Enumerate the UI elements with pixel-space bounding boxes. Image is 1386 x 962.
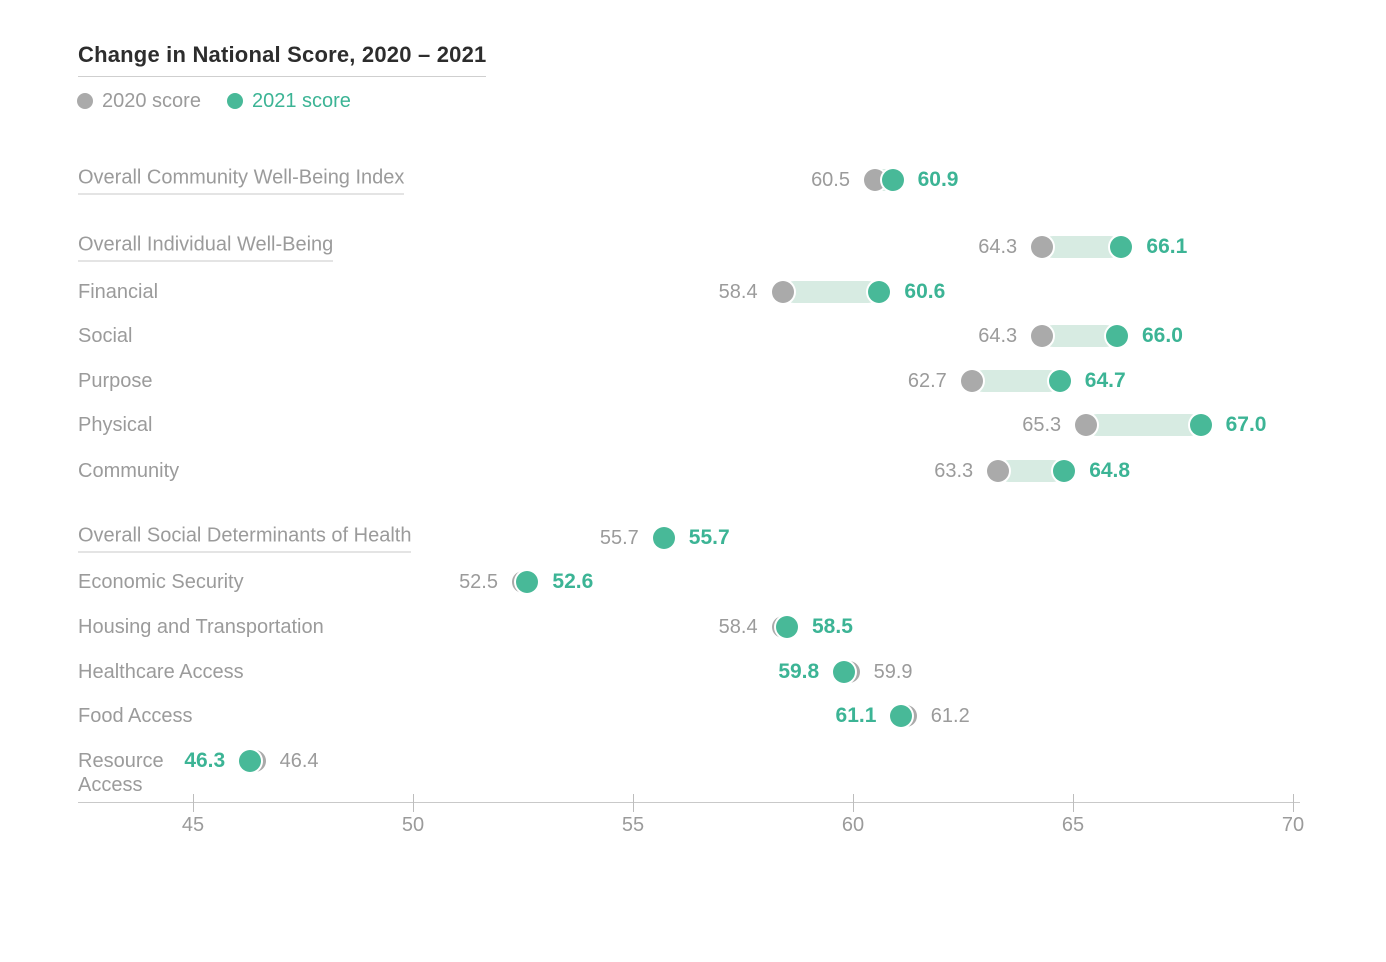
- score-2020-dot-community[interactable]: [987, 460, 1010, 482]
- score-2020-dot-financial[interactable]: [771, 281, 794, 303]
- score-2021-value-overall-community-well-being-index: 60.9: [917, 168, 959, 191]
- x-axis-tick-label-50: 50: [401, 814, 425, 836]
- row-label-overall-social-determinants-of-health[interactable]: Overall Social Determinants of Health: [78, 524, 412, 553]
- score-2021-value-resource-access: 46.3: [184, 749, 226, 772]
- score-2021-dot-physical[interactable]: [1189, 414, 1212, 436]
- score-2021-dot-economic-security[interactable]: [516, 571, 539, 593]
- change-band-purpose: [971, 370, 1060, 392]
- score-2021-dot-overall-individual-well-being[interactable]: [1110, 236, 1133, 258]
- legend: 2020 score 2021 score: [77, 91, 351, 111]
- score-2021-dot-healthcare-access[interactable]: [833, 661, 856, 683]
- score-2020-value-financial: 58.4: [718, 281, 758, 303]
- score-2021-value-food-access: 61.1: [835, 704, 877, 727]
- score-2021-dot-housing-and-transportation[interactable]: [776, 616, 798, 638]
- score-2020-dot-overall-individual-well-being[interactable]: [1031, 236, 1054, 258]
- x-axis-tick-45: [193, 794, 194, 812]
- row-label-purpose: Purpose: [78, 370, 153, 392]
- score-2020-value-healthcare-access: 59.9: [873, 661, 913, 683]
- score-2021-value-overall-individual-well-being: 66.1: [1146, 235, 1188, 258]
- row-label-housing-and-transportation: Housing and Transportation: [78, 616, 324, 638]
- x-axis-tick-label-70: 70: [1281, 814, 1305, 836]
- x-axis-tick-label-60: 60: [841, 814, 865, 836]
- change-band-social: [1042, 325, 1117, 347]
- score-2021-value-overall-social-determinants-of-health: 55.7: [688, 526, 730, 549]
- score-2021-value-physical: 67.0: [1225, 413, 1267, 436]
- score-2021-dot-food-access[interactable]: [890, 705, 913, 727]
- score-2021-dot-financial[interactable]: [868, 281, 891, 303]
- score-2021-dot-overall-community-well-being-index[interactable]: [881, 169, 904, 191]
- legend-item-2021-score[interactable]: 2021 score: [226, 90, 351, 112]
- x-axis-tick-65: [1073, 794, 1074, 812]
- score-2021-value-financial: 60.6: [904, 280, 946, 303]
- legend-2020-label: 2020 score: [102, 90, 201, 112]
- x-axis-tick-label-55: 55: [621, 814, 645, 836]
- score-2021-dot-overall-social-determinants-of-health[interactable]: [652, 527, 675, 549]
- row-label-community: Community: [78, 460, 180, 482]
- row-label-resource-access: Resource Access: [78, 750, 164, 796]
- change-band-community: [998, 460, 1065, 482]
- row-label-healthcare-access: Healthcare Access: [78, 661, 244, 683]
- row-label-overall-individual-well-being[interactable]: Overall Individual Well-Being: [78, 233, 334, 262]
- x-axis-tick-70: [1293, 794, 1294, 812]
- legend-2021-dot-icon: [226, 93, 243, 109]
- score-2021-value-community: 64.8: [1089, 459, 1131, 482]
- x-axis-tick-55: [633, 794, 634, 812]
- row-label-economic-security: Economic Security: [78, 571, 244, 593]
- score-2020-dot-social[interactable]: [1031, 325, 1054, 347]
- score-2021-value-purpose: 64.7: [1084, 369, 1126, 392]
- score-2020-value-resource-access: 46.4: [279, 750, 319, 772]
- row-label-food-access: Food Access: [78, 705, 193, 727]
- score-2021-value-economic-security: 52.6: [552, 570, 594, 593]
- change-band-financial: [782, 281, 880, 303]
- change-band-overall-individual-well-being: [1042, 236, 1122, 258]
- legend-2020-dot-icon: [77, 93, 93, 109]
- score-2020-value-housing-and-transportation: 58.4: [718, 616, 758, 638]
- score-2020-value-overall-community-well-being-index: 60.5: [811, 169, 850, 191]
- row-label-social: Social: [78, 325, 133, 347]
- row-label-financial: Financial: [78, 281, 159, 303]
- score-2020-value-purpose: 62.7: [907, 370, 947, 392]
- score-2021-value-social: 66.0: [1142, 324, 1183, 347]
- row-label-physical: Physical: [78, 414, 153, 436]
- score-2020-dot-overall-community-well-being-index[interactable]: [864, 169, 886, 191]
- score-2021-dot-social[interactable]: [1106, 325, 1128, 347]
- score-2021-value-healthcare-access: 59.8: [778, 660, 820, 683]
- change-band-physical: [1086, 414, 1201, 436]
- score-2020-dot-physical[interactable]: [1075, 414, 1098, 436]
- score-2021-dot-resource-access[interactable]: [239, 750, 262, 772]
- x-axis-tick-60: [853, 794, 854, 812]
- score-2020-value-overall-individual-well-being: 64.3: [978, 236, 1018, 258]
- x-axis-tick-label-45: 45: [181, 814, 205, 836]
- score-2020-value-social: 64.3: [978, 325, 1018, 347]
- score-2020-value-overall-social-determinants-of-health: 55.7: [599, 527, 639, 549]
- legend-item-2020-score[interactable]: 2020 score: [77, 91, 201, 111]
- row-label-overall-community-well-being-index[interactable]: Overall Community Well-Being Index: [78, 166, 405, 195]
- x-axis-line: [78, 802, 1300, 803]
- score-2020-value-community: 63.3: [934, 460, 974, 482]
- score-2020-value-physical: 65.3: [1022, 414, 1062, 436]
- score-2020-dot-purpose[interactable]: [960, 370, 983, 392]
- chart-title: Change in National Score, 2020 – 2021: [78, 42, 487, 77]
- x-axis-tick-label-65: 65: [1061, 814, 1085, 836]
- score-2020-value-economic-security: 52.5: [459, 571, 498, 593]
- score-2021-value-housing-and-transportation: 58.5: [812, 615, 853, 638]
- score-2020-value-food-access: 61.2: [930, 705, 970, 727]
- score-2021-dot-purpose[interactable]: [1048, 370, 1071, 392]
- legend-2021-label: 2021 score: [251, 90, 351, 112]
- x-axis-tick-50: [413, 794, 414, 812]
- score-2021-dot-community[interactable]: [1053, 460, 1076, 482]
